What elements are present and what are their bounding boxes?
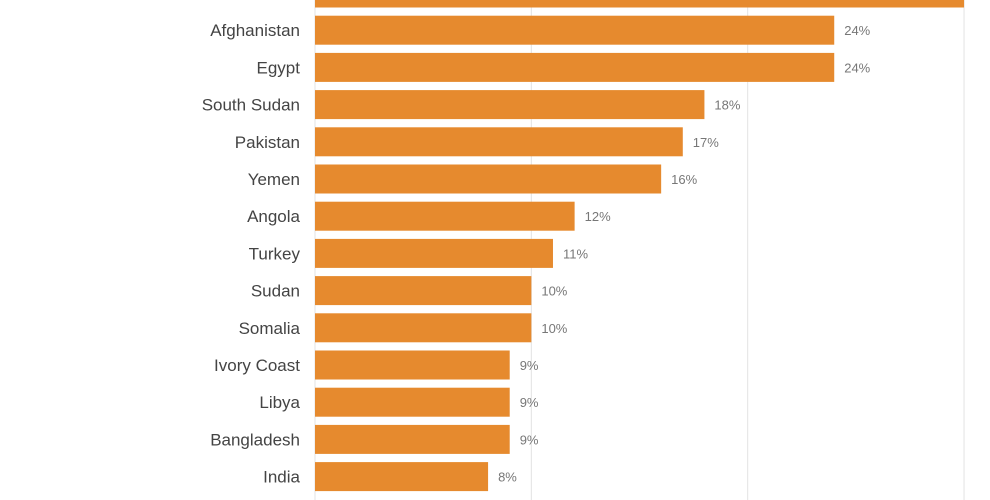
value-label-12: 9%: [520, 432, 539, 447]
bars: [315, 0, 965, 492]
value-label-10: 9%: [520, 358, 539, 373]
value-label-7: 11%: [563, 246, 588, 261]
category-label-7: Turkey: [249, 244, 301, 263]
bar-4: [315, 127, 683, 157]
bar-6: [315, 201, 575, 231]
value-label-13: 8%: [498, 470, 517, 485]
bar-13: [315, 462, 489, 492]
category-label-13: India: [263, 468, 300, 487]
category-label-6: Angola: [247, 207, 300, 226]
value-label-5: 16%: [671, 172, 697, 187]
value-labels: 24% 24% 18% 17% 16% 12% 11% 10% 10% 9% 9% 9% 8%: [498, 23, 871, 484]
value-label-6: 12%: [585, 209, 611, 224]
bar-1: [315, 15, 835, 45]
bar-3: [315, 90, 705, 120]
value-label-1: 24%: [844, 23, 870, 38]
category-label-11: Libya: [259, 393, 300, 412]
category-label-10: Ivory Coast: [214, 356, 300, 375]
value-label-2: 24%: [844, 60, 870, 75]
bar-12: [315, 424, 510, 454]
bar-8: [315, 276, 532, 306]
category-label-8: Sudan: [251, 282, 300, 301]
category-label-5: Yemen: [248, 170, 300, 189]
category-label-3: South Sudan: [202, 96, 300, 115]
bar-5: [315, 164, 662, 194]
value-label-11: 9%: [520, 395, 539, 410]
bar-9: [315, 313, 532, 343]
category-label-2: Egypt: [257, 58, 301, 77]
bar-7: [315, 238, 553, 268]
value-label-8: 10%: [541, 284, 567, 299]
value-label-9: 10%: [541, 321, 567, 336]
category-label-1: Afghanistan: [210, 21, 300, 40]
category-label-4: Pakistan: [235, 133, 300, 152]
bar-2: [315, 52, 835, 82]
category-labels: Afghanistan Egypt South Sudan Pakistan Yemen…: [202, 21, 301, 486]
bar-0: [315, 0, 965, 8]
bar-11: [315, 387, 510, 417]
category-label-9: Somalia: [239, 319, 301, 338]
value-label-3: 18%: [714, 98, 740, 113]
category-label-12: Bangladesh: [210, 430, 300, 449]
value-label-4: 17%: [693, 135, 719, 150]
bar-10: [315, 350, 510, 380]
